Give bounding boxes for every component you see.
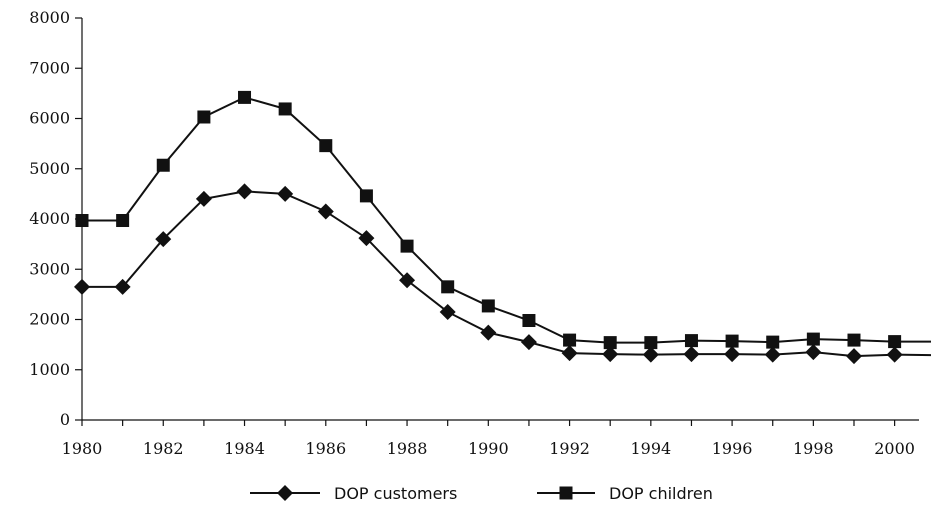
- x-tick-label: 1992: [549, 439, 590, 458]
- x-tick-label: 1986: [305, 439, 346, 458]
- data-point: [766, 335, 780, 349]
- legend-label: DOP customers: [334, 484, 457, 503]
- data-point: [725, 334, 739, 348]
- y-tick-label: 3000: [29, 259, 70, 278]
- data-point: [805, 344, 822, 361]
- data-point: [319, 139, 333, 153]
- y-tick-label: 0: [60, 410, 70, 429]
- data-point: [238, 90, 252, 104]
- data-point: [764, 346, 781, 363]
- y-tick-label: 7000: [29, 58, 70, 77]
- data-point: [888, 335, 902, 349]
- data-point: [724, 346, 741, 363]
- chart-axes: [75, 17, 919, 426]
- data-point: [156, 158, 170, 172]
- y-tick-label: 6000: [29, 109, 70, 128]
- data-point: [441, 280, 455, 294]
- data-point: [278, 102, 292, 116]
- data-point: [277, 185, 294, 202]
- series-line: [82, 190, 931, 358]
- data-point: [561, 345, 578, 362]
- x-tick-label: 1982: [143, 439, 184, 458]
- series-children: [75, 90, 931, 350]
- data-point: [197, 110, 211, 124]
- x-tick-label: 1980: [62, 439, 103, 458]
- data-point: [75, 214, 89, 228]
- series-line: [82, 96, 931, 344]
- x-tick-label: 1984: [224, 439, 265, 458]
- data-point: [683, 346, 700, 363]
- data-point: [847, 333, 861, 347]
- chart-tick-labels: 0 1000 2000 3000 4000 5000 6000 7000 8000 1980 198…: [29, 8, 915, 458]
- legend-marker: [277, 485, 293, 501]
- data-point: [684, 334, 698, 348]
- data-point: [480, 324, 497, 341]
- data-point: [563, 333, 577, 347]
- data-point: [886, 346, 903, 363]
- data-point: [522, 314, 536, 328]
- data-point: [481, 299, 495, 313]
- data-point: [439, 303, 456, 320]
- data-point: [114, 278, 131, 295]
- data-point: [195, 190, 212, 207]
- x-tick-label: 2000: [874, 439, 915, 458]
- data-point: [116, 214, 130, 228]
- data-point: [642, 346, 659, 363]
- y-tick-label: 1000: [29, 360, 70, 379]
- data-point: [74, 278, 90, 295]
- x-tick-label: 1988: [387, 439, 428, 458]
- legend-label: DOP children: [609, 484, 713, 503]
- data-point: [236, 183, 253, 200]
- y-tick-label: 8000: [29, 8, 70, 27]
- data-point: [520, 334, 537, 351]
- legend-item-children: DOP children: [537, 484, 713, 503]
- y-tick-label: 2000: [29, 310, 70, 329]
- x-tick-label: 1990: [468, 439, 509, 458]
- x-tick-label: 1996: [712, 439, 753, 458]
- x-tick-label: 1998: [793, 439, 834, 458]
- data-point: [400, 239, 414, 253]
- legend-marker: [559, 486, 573, 500]
- data-point: [155, 231, 172, 248]
- data-point: [399, 272, 416, 289]
- data-point: [806, 332, 820, 346]
- data-point: [359, 189, 373, 203]
- y-tick-label: 4000: [29, 209, 70, 228]
- data-point: [644, 336, 658, 350]
- x-tick-label: 1994: [630, 439, 671, 458]
- chart-series: [74, 90, 931, 365]
- data-point: [845, 348, 862, 365]
- chart-legend: DOP customers DOP children: [250, 484, 713, 503]
- data-point: [358, 230, 375, 247]
- data-point: [317, 203, 334, 220]
- legend-item-customers: DOP customers: [250, 484, 457, 503]
- series-customers: [74, 183, 931, 365]
- data-point: [602, 346, 619, 363]
- data-point: [603, 336, 617, 350]
- y-tick-label: 5000: [29, 159, 70, 178]
